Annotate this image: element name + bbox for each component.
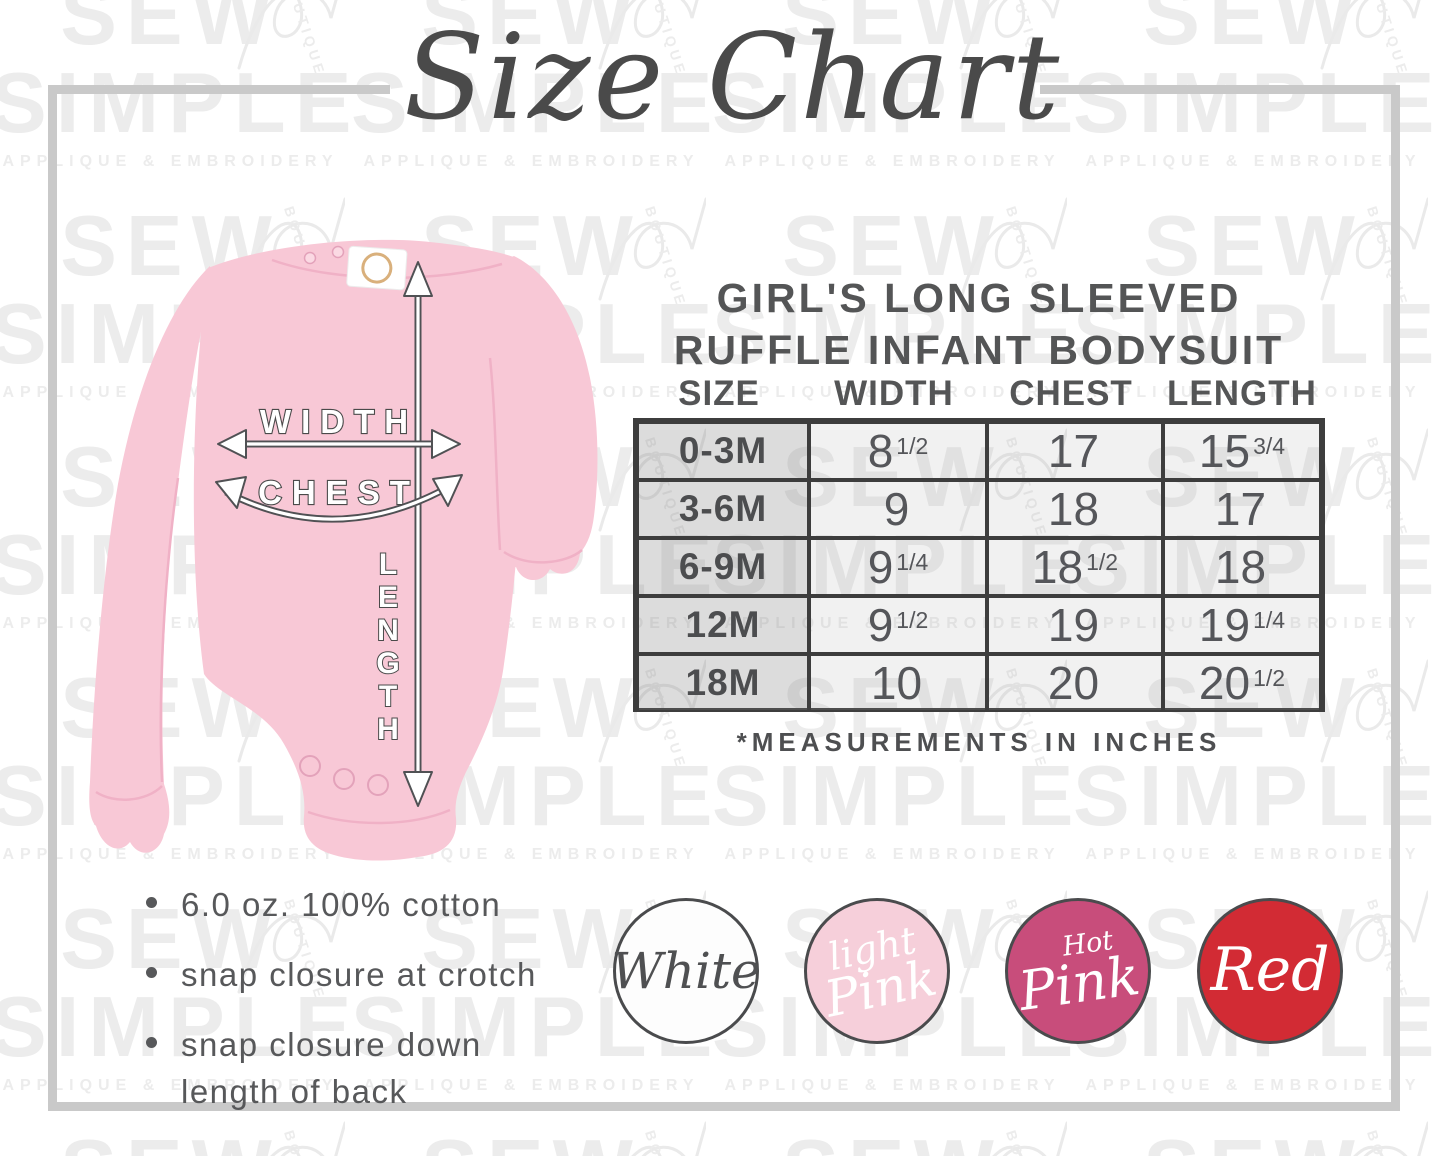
feature-list: 6.0 oz. 100% cotton snap closure at crot… bbox=[146, 882, 616, 1138]
column-header-chest: CHEST bbox=[1009, 374, 1133, 413]
product-heading: GIRL'S LONG SLEEVED RUFFLE INFANT BODYSU… bbox=[633, 272, 1325, 376]
column-header-width: WIDTH bbox=[834, 374, 954, 413]
bullet-dot-icon bbox=[146, 1036, 157, 1048]
swatch-white: White bbox=[611, 898, 761, 1044]
frame-border-right bbox=[1391, 85, 1400, 1111]
bodysuit-torso bbox=[193, 239, 523, 861]
product-heading-line2: RUFFLE INFANT BODYSUIT bbox=[673, 327, 1285, 374]
width-cell: 9 1/4 bbox=[809, 538, 987, 596]
table-column-headers: SIZE WIDTH CHEST LENGTH bbox=[633, 372, 1325, 416]
page-title: Size Chart bbox=[403, 8, 1063, 146]
bodysuit-right-sleeve bbox=[466, 256, 598, 581]
needle-thread-icon bbox=[1308, 649, 1430, 784]
feature-text: 6.0 oz. 100% cotton bbox=[181, 886, 502, 923]
bullet-dot-icon bbox=[146, 966, 157, 978]
swatch-label: White bbox=[611, 942, 761, 1000]
measurements-note: *MEASUREMENTS IN INCHES bbox=[736, 727, 1222, 757]
size-cell: 12M bbox=[637, 596, 809, 654]
chest-cell: 20 bbox=[987, 654, 1163, 712]
size-cell: 3-6M bbox=[637, 480, 809, 538]
product-heading-line1: GIRL'S LONG SLEEVED bbox=[716, 275, 1242, 321]
width-label: WIDTH bbox=[260, 403, 418, 440]
size-cell: 18M bbox=[637, 654, 809, 712]
needle-thread-icon bbox=[1308, 187, 1430, 322]
chest-cell: 18 bbox=[987, 480, 1163, 538]
swatch-label: Hot Pink bbox=[1015, 924, 1145, 1023]
column-header-length: LENGTH bbox=[1167, 374, 1317, 413]
chest-label: CHEST bbox=[258, 474, 420, 511]
length-cell: 17 bbox=[1163, 480, 1321, 538]
bodysuit-left-sleeve bbox=[89, 266, 212, 853]
feature-item: snap closure down length of back bbox=[146, 1022, 616, 1116]
length-cell: 20 1/2 bbox=[1163, 654, 1321, 712]
feature-text: snap closure down length of back bbox=[181, 1025, 482, 1110]
width-cell: 10 bbox=[809, 654, 987, 712]
chest-cell: 18 1/2 bbox=[987, 538, 1163, 596]
size-table: 0-3M 8 1/2 17 15 3/4 3-6M 9 18 17 6-9M 9 1/… bbox=[633, 418, 1325, 712]
needle-thread-icon bbox=[1308, 1111, 1430, 1156]
length-cell: 18 bbox=[1163, 538, 1321, 596]
feature-item: 6.0 oz. 100% cotton bbox=[146, 882, 616, 929]
swatch-light-pink: light Pink bbox=[804, 898, 950, 1044]
swatch-label: light Pink bbox=[819, 917, 942, 1029]
length-arrow bbox=[403, 261, 433, 807]
needle-thread-icon bbox=[947, 1111, 1069, 1156]
frame-border-left bbox=[48, 85, 57, 1111]
size-cell: 6-9M bbox=[637, 538, 809, 596]
size-cell: 0-3M bbox=[637, 422, 809, 480]
width-cell: 9 bbox=[809, 480, 987, 538]
swatch-hot-pink: Hot Pink bbox=[1005, 898, 1151, 1044]
needle-thread-icon bbox=[1308, 0, 1428, 91]
frame-border-top-left bbox=[48, 85, 390, 94]
neck-tag bbox=[346, 245, 408, 291]
frame-border-bottom bbox=[48, 1102, 1400, 1111]
feature-text: snap closure at crotch bbox=[181, 955, 537, 993]
width-cell: 8 1/2 bbox=[809, 422, 987, 480]
column-header-size: SIZE bbox=[678, 374, 760, 413]
bullet-dot-icon bbox=[146, 897, 157, 908]
needle-thread-icon bbox=[225, 0, 345, 91]
width-cell: 9 1/2 bbox=[809, 596, 987, 654]
length-cell: 19 1/4 bbox=[1163, 596, 1321, 654]
chest-cell: 17 bbox=[987, 422, 1163, 480]
swatch-label: Red bbox=[1210, 935, 1330, 1006]
needle-thread-icon bbox=[1308, 418, 1430, 553]
frame-border-top-right bbox=[1040, 85, 1400, 94]
chest-cell: 19 bbox=[987, 596, 1163, 654]
feature-item: snap closure at crotch bbox=[146, 952, 616, 999]
swatch-red: Red bbox=[1197, 898, 1343, 1044]
length-cell: 15 3/4 bbox=[1163, 422, 1321, 480]
